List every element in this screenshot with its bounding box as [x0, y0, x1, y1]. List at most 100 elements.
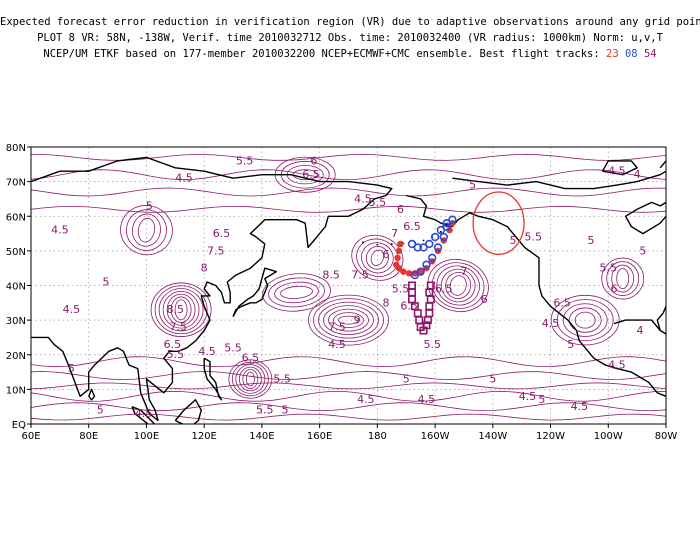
contour-line [150, 282, 212, 337]
contour-line [611, 264, 635, 293]
contour-label: 5 [403, 372, 410, 385]
contour-label: 5 [68, 362, 75, 375]
track-point [413, 243, 422, 252]
flight-tracks [392, 215, 457, 335]
track-point [439, 232, 448, 242]
aleutian-island [362, 241, 364, 244]
contour-label: 7.5 [169, 321, 187, 334]
contour-line [235, 364, 266, 394]
contour-line [616, 268, 630, 289]
contour-label: 8.5 [167, 303, 185, 316]
contour-line [174, 299, 188, 321]
contour-label: 5 [587, 234, 594, 247]
contour-label: 4.5 [175, 172, 193, 185]
contour-label: 7.5 [207, 244, 225, 257]
contour-label: 5 [469, 179, 476, 192]
contour-line [268, 277, 325, 308]
track-point [442, 222, 451, 231]
contour-labels: 5.5 66.54.554.5 6.57.588.5 7.5766.5897.55.5… [51, 154, 646, 420]
track-legend-08: 08 [624, 48, 638, 60]
contour-label: 6 [611, 282, 618, 295]
track-point [430, 232, 440, 242]
contour-label: 4.5 [328, 338, 346, 351]
contour-line [31, 413, 666, 421]
contour-line [120, 205, 173, 256]
track-point [400, 268, 407, 275]
contour-line [431, 262, 485, 309]
coastline [406, 194, 666, 397]
coastline [659, 160, 666, 169]
flight-track-54 [407, 281, 435, 335]
contour-label: 5.5 [256, 404, 274, 417]
contour-label: 4.5 [357, 393, 375, 406]
verification-region [472, 191, 525, 255]
contour-line [562, 303, 608, 337]
header-line-3-prefix: NCEP/UM ETKF based on 177-member 2010032… [43, 48, 600, 60]
header-line-2: PLOT 8 VR: 58N, -138W, Verif. time 20100… [37, 32, 663, 44]
contour-line [556, 299, 614, 342]
contour-line [606, 261, 640, 296]
track-point [422, 260, 431, 269]
contour-label: 5.5 [273, 372, 291, 385]
contour-label: 4.5 [418, 393, 436, 406]
contour-label: 6.5 [403, 220, 421, 233]
x-tick-label: 160W [421, 431, 450, 442]
contour-label: 6 [383, 248, 390, 261]
contour-line [445, 271, 472, 300]
contour-label: 6.5 [302, 168, 320, 181]
contour-label: 4 [637, 324, 644, 337]
header-line-3: NCEP/UM ETKF based on 177-member 2010032… [0, 46, 700, 62]
contour-label: 5.5 [369, 196, 387, 209]
aleutian-island [390, 243, 393, 245]
contour-line [262, 273, 331, 312]
y-tick-label: 70N [6, 178, 26, 189]
y-tick-label: 50N [6, 247, 26, 258]
track-point [433, 243, 443, 252]
contour-line [313, 298, 384, 343]
contour-line [328, 308, 369, 332]
contour-label: 5.5 [524, 230, 542, 243]
error-reduction-contours [31, 153, 666, 421]
contour-line [318, 301, 379, 339]
contour-line [31, 205, 666, 213]
contour-label: 6.5 [435, 282, 453, 295]
contour-line [338, 315, 359, 325]
contour-label: 6.5 [242, 352, 260, 365]
track-point [395, 264, 403, 272]
contour-line [31, 153, 666, 161]
contour-label: 5 [538, 393, 545, 406]
contour-label: 5.5 [167, 348, 185, 361]
contour-line [31, 390, 666, 402]
contour-label: 4 [634, 168, 641, 181]
track-point [397, 240, 404, 248]
contour-line [170, 296, 192, 323]
coastline [613, 319, 661, 331]
contour-line [162, 290, 200, 329]
contour-label: 5 [146, 199, 153, 212]
contour-line [427, 259, 489, 312]
contour-label: 5 [97, 404, 104, 417]
track-point [417, 268, 424, 275]
y-tick-label: EQ [12, 420, 26, 431]
coastline [232, 267, 277, 318]
aleutian-island [439, 230, 442, 233]
x-tick-label: 120W [536, 431, 565, 442]
x-tick-label: 140W [478, 431, 507, 442]
contour-line [308, 294, 389, 346]
track-point [446, 226, 453, 234]
contour-label: 4.5 [198, 345, 216, 358]
contour-line [31, 356, 666, 368]
contour-label: 7.5 [328, 321, 346, 334]
contour-label: 6 [310, 154, 317, 167]
x-tick-label: 80E [79, 431, 98, 442]
contour-line [238, 366, 262, 392]
contour-label: 5.5 [392, 282, 410, 295]
y-tick-label: 80N [6, 143, 26, 154]
contour-label: 8 [383, 296, 390, 309]
contour-label: 5.5 [236, 154, 254, 167]
y-tick-label: 30N [6, 316, 26, 327]
header-line-1: Expected forecast error reduction in ver… [0, 16, 700, 28]
x-tick-label: 60E [21, 431, 40, 442]
track-point [448, 215, 457, 224]
